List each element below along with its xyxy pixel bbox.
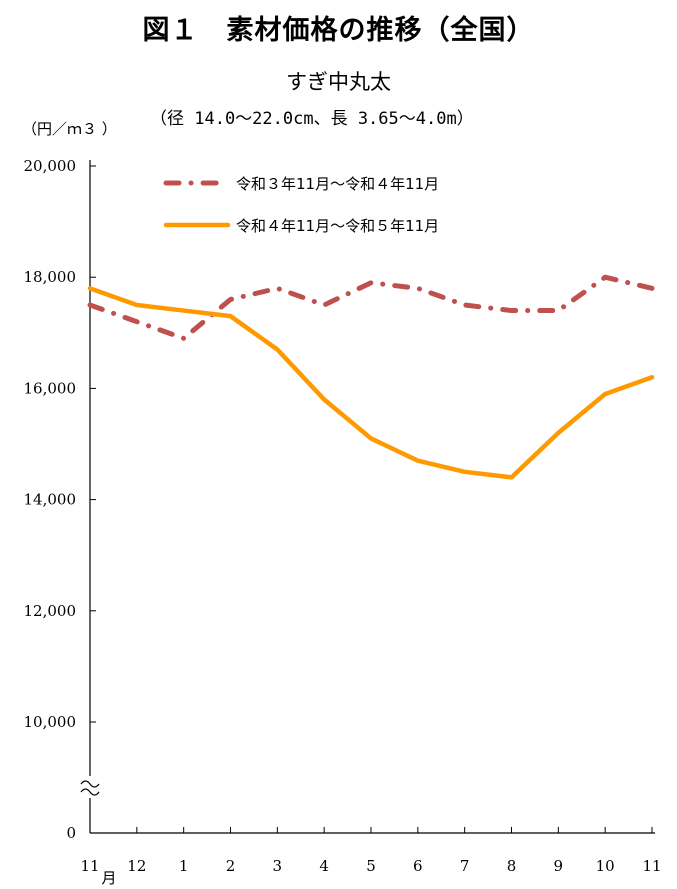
y-tick-label: 16,000 [24,379,77,397]
x-tick-label: 5 [366,857,376,875]
x-tick-label: 10 [596,857,615,875]
x-tick-label: 11 [642,857,661,875]
x-tick-label: 6 [413,857,423,875]
y-tick-label: 14,000 [24,491,77,509]
x-tick-label: 11 [80,857,99,875]
y-tick-label: 10,000 [24,713,77,731]
y-axis-label: （円／ｍ３ ） [22,120,117,138]
y-tick-label: 12,000 [24,602,77,620]
x-tick-label: 2 [226,857,236,875]
y-tick-label: 18,000 [24,268,77,286]
chart-spec: （径 14.0～22.0cm、長 3.65～4.0m） [150,109,474,129]
legend-label-1: 令和３年11月～令和４年11月 [236,175,439,193]
axis-break-symbol [80,780,100,788]
x-tick-label: 12 [127,857,146,875]
series-line-2 [87,286,655,480]
x-tick-label: 8 [507,857,517,875]
x-tick-label: 7 [460,857,470,875]
y-tick-label: 0 [66,824,76,842]
axis-break-symbol [80,788,100,796]
x-tick-label: 9 [554,857,564,875]
x-tick-label: 3 [273,857,283,875]
y-tick-label: 20,000 [24,157,77,175]
x-unit-label: 月 [101,869,116,887]
x-tick-label: 1 [179,857,189,875]
chart-title: 図１ 素材価格の推移（全国） [142,15,535,46]
legend-label-2: 令和４年11月～令和５年11月 [236,217,439,235]
x-tick-label: 4 [319,857,329,875]
chart-subtitle: すぎ中丸太 [286,70,391,94]
